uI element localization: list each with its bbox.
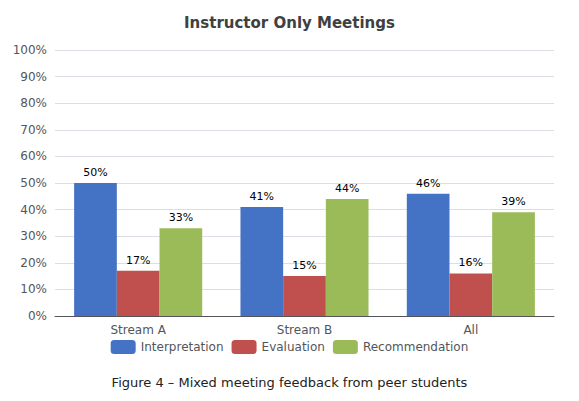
svg-text:39%: 39% (501, 195, 525, 208)
svg-text:60%: 60% (20, 149, 47, 163)
svg-text:Recommendation: Recommendation (363, 340, 468, 354)
svg-text:33%: 33% (169, 211, 193, 224)
svg-text:Figure 4 – Mixed meeting feedb: Figure 4 – Mixed meeting feedback from p… (112, 375, 468, 390)
svg-text:40%: 40% (20, 203, 47, 217)
svg-text:70%: 70% (20, 123, 47, 137)
svg-text:0%: 0% (28, 309, 47, 323)
svg-text:Stream B: Stream B (277, 323, 332, 337)
svg-text:50%: 50% (83, 166, 107, 179)
svg-text:100%: 100% (13, 43, 47, 57)
svg-text:46%: 46% (416, 177, 440, 190)
svg-text:16%: 16% (459, 256, 483, 269)
svg-text:44%: 44% (335, 182, 359, 195)
svg-text:Instructor Only Meetings: Instructor Only Meetings (184, 14, 395, 32)
svg-text:10%: 10% (20, 282, 47, 296)
svg-text:Stream A: Stream A (110, 323, 166, 337)
svg-text:Evaluation: Evaluation (262, 340, 325, 354)
svg-text:90%: 90% (20, 70, 47, 84)
svg-text:15%: 15% (292, 259, 316, 272)
svg-text:20%: 20% (20, 256, 47, 270)
svg-text:17%: 17% (126, 254, 150, 267)
svg-text:41%: 41% (250, 190, 274, 203)
svg-text:50%: 50% (20, 176, 47, 190)
svg-text:80%: 80% (20, 96, 47, 110)
svg-text:All: All (463, 323, 478, 337)
svg-text:Interpretation: Interpretation (141, 340, 224, 354)
svg-text:30%: 30% (20, 229, 47, 243)
